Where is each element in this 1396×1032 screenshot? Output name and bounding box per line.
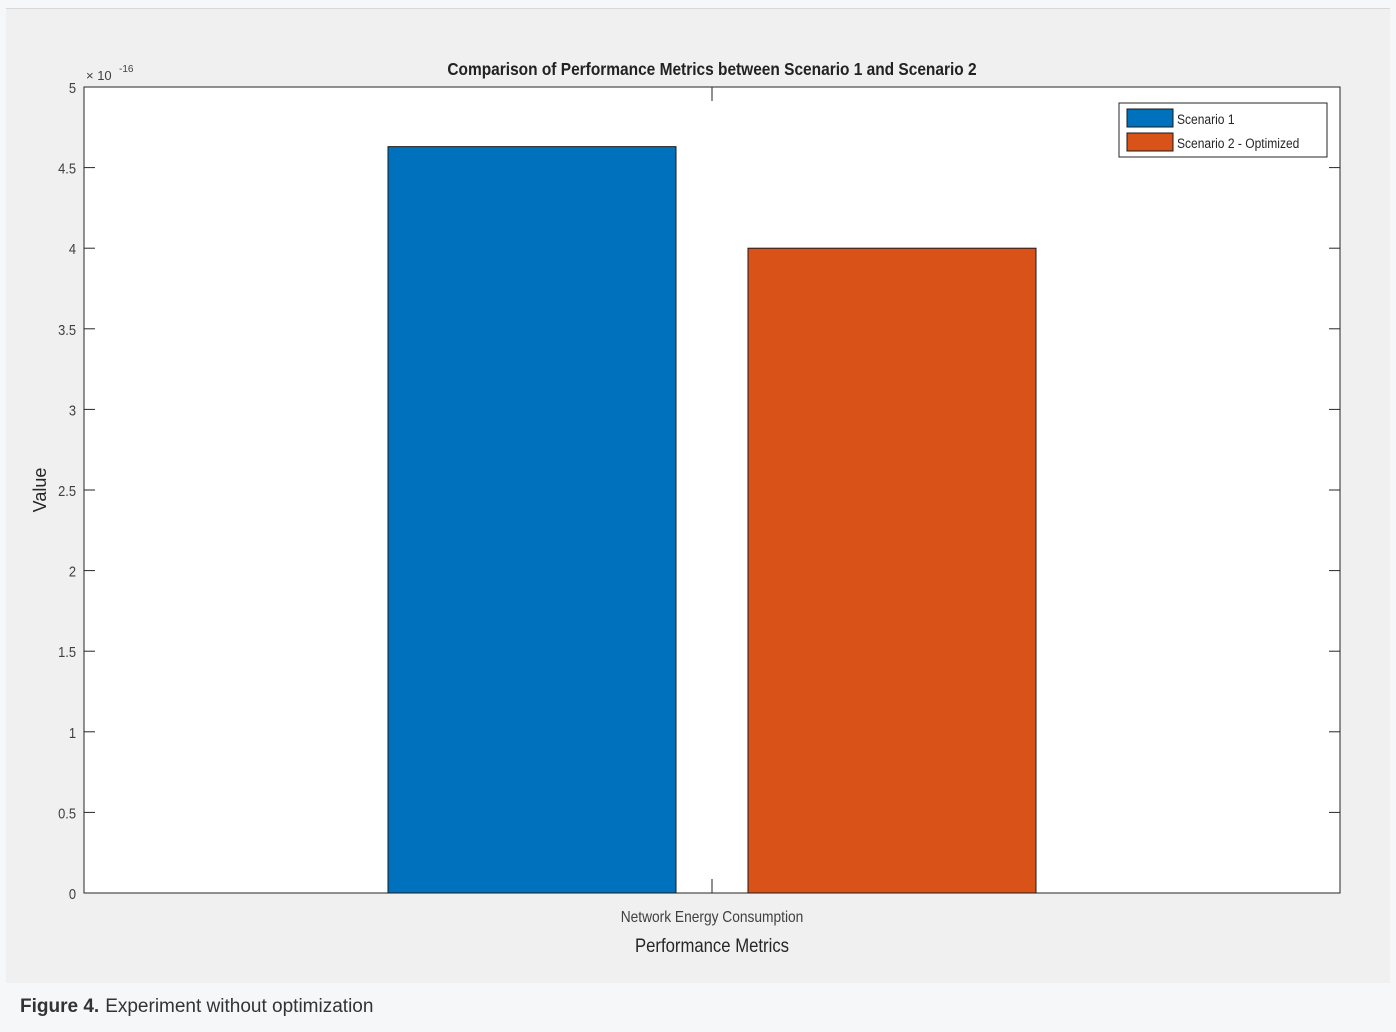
y-tick-label: 0.5 [58, 804, 76, 821]
y-multiplier-exponent: -16 [119, 64, 134, 75]
y-tick-label: 2 [69, 563, 76, 580]
bar-scenario-1 [388, 147, 676, 893]
y-multiplier-base: × 10 [86, 68, 112, 83]
legend-swatch-scenario-1 [1127, 109, 1173, 127]
y-tick-label: 3 [69, 401, 76, 418]
y-axis-label: Value [30, 468, 50, 513]
figure-caption: Figure 4. Experiment without optimization [20, 996, 373, 1018]
y-tick-label: 2.5 [58, 482, 76, 499]
figure-caption-label: Figure 4. [20, 996, 99, 1017]
y-multiplier: × 10 -16 [86, 64, 134, 83]
bar-chart: Comparison of Performance Metrics betwee… [0, 0, 1396, 985]
legend-swatch-scenario-2 [1127, 133, 1173, 151]
x-axis-label: Performance Metrics [635, 935, 789, 956]
y-tick-label: 0 [69, 885, 76, 902]
legend: Scenario 1 Scenario 2 - Optimized [1119, 103, 1327, 157]
legend-label-scenario-2: Scenario 2 - Optimized [1177, 135, 1299, 151]
bar-scenario-2-optimized [748, 248, 1036, 893]
y-tick-label: 3.5 [58, 321, 76, 338]
figure-caption-text: Experiment without optimization [105, 996, 373, 1017]
legend-label-scenario-1: Scenario 1 [1177, 111, 1235, 127]
y-tick-label: 4 [69, 240, 76, 257]
y-tick-label: 5 [69, 79, 76, 96]
x-tick-label: Network Energy Consumption [621, 908, 804, 926]
y-tick-label: 1.5 [58, 643, 76, 660]
chart-title: Comparison of Performance Metrics betwee… [447, 59, 976, 79]
y-tick-label: 4.5 [58, 160, 76, 177]
y-tick-label: 1 [69, 724, 76, 741]
plot-area [84, 87, 1340, 893]
